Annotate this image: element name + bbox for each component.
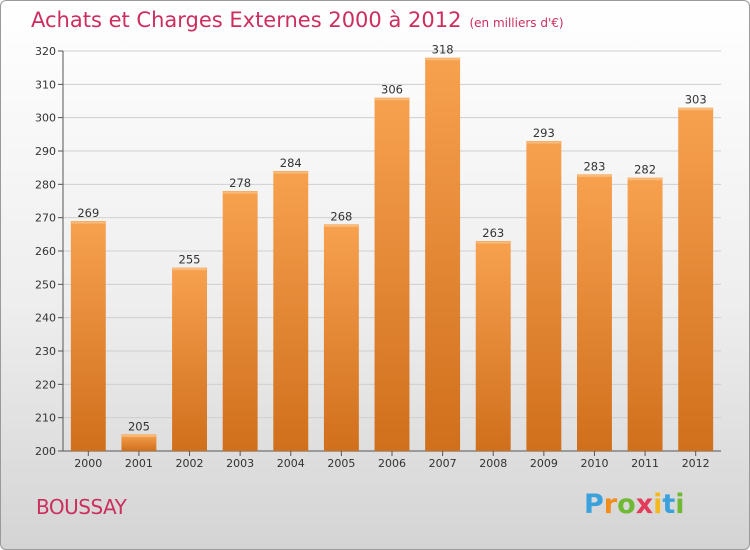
bar [425,57,461,452]
x-tick-label: 2012 [682,457,710,470]
y-tick-label: 300 [35,112,56,125]
y-tick-label: 200 [35,445,56,458]
title-text: Achats et Charges Externes 2000 à 2012 [31,8,462,32]
bar-highlight [273,171,308,174]
data-label: 263 [482,226,504,240]
labels: 200 210 220 230 240 250 260 270 280 290 300 310 320 2… [35,43,710,470]
bar-highlight [476,241,511,244]
bar [172,267,208,451]
y-tick-label: 260 [35,245,56,258]
x-tick-label: 2010 [580,457,608,470]
bar-highlight [223,191,258,194]
data-label: 282 [634,163,656,177]
bar [475,241,511,451]
x-tick-label: 2008 [479,457,507,470]
logo-letter: i [675,489,685,520]
data-label: 318 [432,43,454,57]
bar-highlight [375,98,409,101]
y-tick-label: 310 [35,78,56,91]
bar-highlight [628,178,663,181]
y-tick-label: 230 [35,345,56,358]
x-tick-label: 2005 [327,457,355,470]
data-label: 306 [381,83,403,97]
data-label: 255 [179,253,201,267]
bar [526,141,562,451]
x-tick-label: 2009 [530,457,558,470]
logo-letter: r [603,489,618,520]
x-tick-label: 2004 [277,457,305,470]
bar [678,107,714,452]
bars [70,57,714,452]
bar-highlight [324,224,359,227]
x-tick-label: 2007 [429,457,457,470]
y-tick-label: 280 [35,178,56,191]
data-label: 284 [280,156,302,170]
data-label: 293 [533,126,555,140]
data-label: 283 [583,159,605,173]
x-tick-label: 2011 [631,457,659,470]
y-tick-label: 270 [35,212,56,225]
x-tick-label: 2006 [378,457,406,470]
logo-letter: o [617,489,636,520]
x-tick-label: 2001 [125,457,153,470]
proxiti-logo[interactable]: Proxiti [584,489,685,520]
x-tick-label: 2002 [176,457,204,470]
bar-highlight [425,58,460,61]
y-tick-label: 320 [35,45,56,58]
y-tick-label: 240 [35,312,56,325]
data-label: 268 [330,209,352,223]
logo-letter: t [662,489,676,520]
bar-highlight [577,174,612,177]
bar [121,434,157,451]
data-label: 205 [128,419,150,433]
bar [222,191,258,451]
x-tick-label: 2000 [74,457,102,470]
logo-letter: x [635,489,654,520]
logo-letter: P [584,489,604,520]
bar-highlight [526,141,561,144]
bar [70,221,106,451]
y-tick-label: 290 [35,145,56,158]
commune-name: BOUSSAY [36,495,127,519]
logo-letter: i [653,489,663,520]
bar [627,177,663,451]
bar [323,224,359,451]
bar-highlight [71,221,106,224]
y-tick-label: 250 [35,278,56,291]
bar [576,174,612,452]
data-label: 278 [229,176,251,190]
bar [273,171,309,451]
data-label: 303 [685,93,707,107]
chart-subtitle: (en milliers d'€) [469,16,564,30]
bar [374,97,410,452]
x-tick-label: 2003 [226,457,254,470]
y-tick-label: 210 [35,412,56,425]
bar-highlight [678,108,713,111]
bar-highlight [121,434,156,437]
chart-title: Achats et Charges Externes 2000 à 2012 (e… [31,8,564,32]
data-label: 269 [77,206,99,220]
bar-highlight [172,268,207,271]
y-tick-label: 220 [35,378,56,391]
